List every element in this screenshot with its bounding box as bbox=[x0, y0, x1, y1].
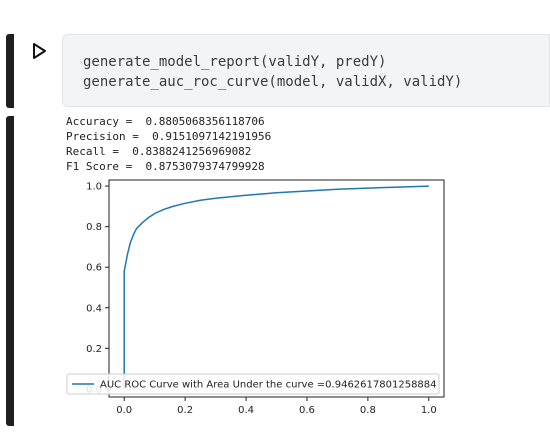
y-tick-label: 1.0 bbox=[86, 182, 102, 193]
x-tick-label: 0.6 bbox=[299, 405, 315, 416]
recall-text: Recall = 0.8388241256969082 bbox=[66, 145, 252, 158]
output-cell-bar bbox=[6, 116, 14, 426]
y-tick-label: 0.8 bbox=[86, 222, 102, 233]
y-tick-label: 0.2 bbox=[86, 344, 102, 355]
roc-curve-line bbox=[123, 185, 429, 389]
legend-label: AUC ROC Curve with Area Under the curve … bbox=[100, 380, 437, 391]
f1-score-text: F1 Score = 0.8753079374799928 bbox=[66, 160, 265, 173]
run-cell-button[interactable] bbox=[30, 42, 48, 60]
x-tick-label: 0.2 bbox=[177, 405, 193, 416]
legend-box bbox=[66, 373, 440, 395]
x-tick-label: 0.8 bbox=[360, 405, 376, 416]
x-tick-label: 0.4 bbox=[238, 405, 254, 416]
code-editor[interactable]: generate_model_report(validY, predY) gen… bbox=[62, 34, 550, 107]
input-cell-bar bbox=[6, 34, 14, 108]
precision-text: Precision = 0.9151097142191956 bbox=[66, 130, 272, 143]
plot-area bbox=[108, 179, 445, 398]
code-line: generate_auc_roc_curve(model, validX, va… bbox=[83, 74, 463, 90]
x-tick-label: 0.0 bbox=[116, 405, 132, 416]
accuracy-text: Accuracy = 0.8805068356118706 bbox=[66, 115, 265, 128]
y-tick-label: 0.6 bbox=[86, 263, 102, 274]
play-icon bbox=[33, 43, 46, 59]
y-tick-label: 0.4 bbox=[86, 303, 102, 314]
x-tick-label: 1.0 bbox=[421, 405, 437, 416]
code-line: generate_model_report(validY, predY) bbox=[83, 54, 387, 70]
